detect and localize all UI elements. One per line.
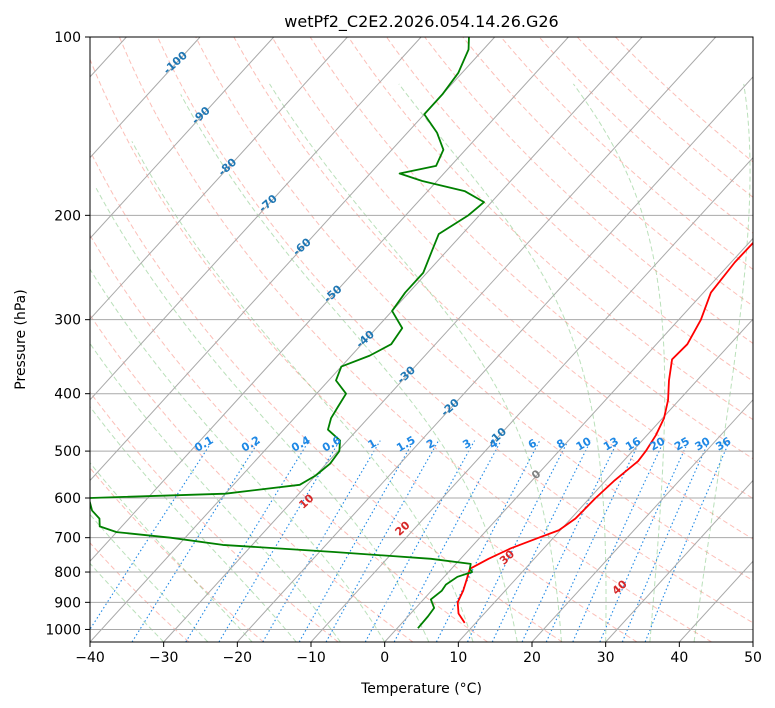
isotherm-line: [605, 479, 753, 642]
dry-adiabat: [233, 37, 753, 540]
sounding-profiles: [90, 37, 753, 629]
plot-background: [90, 37, 753, 642]
y-tick-label: 700: [54, 531, 81, 547]
moist-adiabat: [95, 188, 430, 642]
isotherm-line: [457, 318, 753, 642]
dry-adiabat: [538, 37, 753, 234]
isotherm-line: [236, 76, 753, 642]
x-tick-label: 30: [597, 650, 615, 666]
dry-adiabat: [576, 37, 753, 198]
isotherm-line: [90, 37, 422, 401]
isotherm-line: [163, 37, 717, 642]
isotherms: [90, 37, 753, 642]
isotherm-line: [90, 37, 275, 240]
dewpoint-profile: [90, 37, 485, 629]
mixing-ratio-line: [572, 440, 665, 642]
mixing-ratio-line: [325, 440, 440, 642]
isotherm-line: [90, 37, 643, 642]
dry-adiabat: [90, 314, 414, 642]
moist-adiabat: [90, 405, 297, 642]
y-tick-label: 500: [54, 444, 81, 460]
dry-adiabat: [386, 37, 753, 382]
y-tick-label: 100: [54, 30, 81, 46]
mixing-ratio-line: [467, 440, 569, 642]
isotherm-line: [310, 156, 753, 642]
x-tick-label: −30: [149, 650, 179, 666]
isotherm-line: [384, 237, 753, 642]
moist-adiabat: [90, 268, 386, 642]
moist-adiabat: [90, 342, 341, 642]
mixing-ratio-line: [545, 440, 641, 642]
mixing-ratio-line: [521, 440, 619, 642]
dry-adiabat: [118, 37, 712, 642]
dry-adiabat: [462, 37, 753, 307]
mixing-ratio-line: [185, 440, 310, 642]
isotherm-line: [531, 399, 753, 642]
moist-adiabat: [90, 562, 165, 642]
y-tick-label: 400: [54, 387, 81, 403]
dry-adiabat: [157, 37, 753, 624]
y-axis-label: Pressure (hPa): [13, 289, 29, 389]
x-tick-label: −40: [75, 650, 105, 666]
mixing-ratio-line: [262, 440, 381, 642]
y-tick-label: 300: [54, 313, 81, 329]
isotherm-line: [90, 37, 348, 320]
x-tick-label: 10: [449, 650, 467, 666]
dry-adiabats: [90, 37, 753, 642]
chart-title: wetPf2_C2E2.2026.054.14.26.G26: [284, 12, 558, 32]
y-tick-label: 900: [54, 595, 81, 611]
isotherm-line: [90, 37, 496, 482]
mixing-ratio-line: [298, 440, 415, 642]
dry-adiabat: [90, 467, 264, 642]
mixing-ratio-line: [599, 440, 690, 642]
moist-adiabat: [693, 83, 751, 642]
y-axis-ticks: 100 200 300 400 500 600 700 800 900 1000: [45, 30, 90, 638]
mixing-ratio-line: [435, 440, 541, 642]
isobars: [90, 37, 753, 630]
y-tick-label: 200: [54, 208, 81, 224]
y-tick-label: 800: [54, 565, 81, 581]
dry-adiabat: [90, 149, 563, 642]
isotherm-line: [90, 37, 201, 159]
temperature-profile: [456, 241, 753, 624]
mixing-ratio-line: [218, 440, 341, 642]
mixing-ratio-line: [644, 440, 731, 642]
y-tick-label: 600: [54, 491, 81, 507]
x-tick-label: −20: [223, 650, 253, 666]
moist-adiabat: [398, 83, 607, 642]
x-tick-label: 0: [380, 650, 389, 666]
y-tick-label: 1000: [45, 622, 81, 638]
plot-frame: [89, 36, 754, 643]
moist-adiabat: [90, 513, 209, 642]
dry-adiabat: [90, 391, 339, 642]
dry-adiabat: [195, 37, 753, 582]
dry-adiabat: [347, 37, 753, 421]
moist-adiabat: [572, 83, 666, 642]
x-axis-ticks: −40 −30 −20 −10 0 10 20 30 40 50: [75, 642, 762, 666]
x-tick-label: 20: [523, 650, 541, 666]
dry-adiabat: [90, 58, 638, 642]
dry-adiabat: [615, 37, 753, 163]
plot-area: 0.1 0.2 0.4 0.6 1 1.5 2 3 4 6 8 10 13 16 20 25 30 36-100-…: [90, 37, 753, 642]
mixing-ratio-line: [491, 440, 592, 642]
x-tick-label: −10: [296, 650, 326, 666]
moist-adiabat: [269, 83, 562, 642]
x-tick-label: 50: [744, 650, 762, 666]
x-axis-label: Temperature (°C): [360, 681, 482, 697]
x-tick-label: 40: [670, 650, 688, 666]
isotherm-line: [90, 37, 569, 563]
